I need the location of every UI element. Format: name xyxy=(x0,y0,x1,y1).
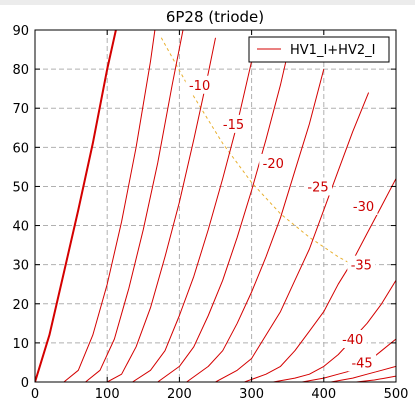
x-tick-label: 100 xyxy=(95,387,120,402)
curve-grid-0 xyxy=(35,30,117,382)
curve-label: -30 xyxy=(353,200,374,215)
curve-label: -25 xyxy=(307,180,328,195)
curve-label-bg xyxy=(185,75,214,94)
curve-grid-minus-35 xyxy=(215,92,370,382)
y-tick-label: 70 xyxy=(12,102,29,117)
y-tick-label: 40 xyxy=(12,220,29,235)
curve-label: -15 xyxy=(223,118,244,133)
curve-label: -45 xyxy=(351,356,372,371)
plot-area: -10 -15 -20 -25 -30 -35 -40 -45 xyxy=(35,30,396,382)
curve-grid-minus-20 xyxy=(132,37,256,382)
legend-label: HV1_I+HV2_I xyxy=(290,43,375,58)
x-tick-label: 400 xyxy=(311,387,336,402)
chart-title: 6P28 (triode) xyxy=(166,8,264,26)
curve-label-bg xyxy=(259,153,288,172)
plot-curves xyxy=(35,30,396,382)
y-tick-label: 30 xyxy=(12,259,29,274)
y-tick-label: 50 xyxy=(12,180,29,195)
y-tick-label: 20 xyxy=(12,298,29,313)
curve-grid-minus-55 xyxy=(330,365,396,382)
x-axis: 0 100 200 300 400 500 xyxy=(31,30,409,402)
window-top-strip xyxy=(0,0,415,5)
curve-label-bg xyxy=(347,255,376,274)
legend: HV1_I+HV2_I xyxy=(248,36,390,63)
curve-grid-minus-15 xyxy=(106,37,216,382)
curve-label-bg xyxy=(219,114,248,133)
curve-label: -40 xyxy=(342,333,363,348)
axes-frame xyxy=(34,29,397,383)
load-line xyxy=(160,37,368,273)
curve-grid-minus-40 xyxy=(244,178,396,382)
y-tick-label: 10 xyxy=(12,337,29,352)
grid-lines xyxy=(35,30,396,382)
curve-grid-minus-30 xyxy=(186,68,325,382)
curve-label-bg xyxy=(304,177,333,196)
y-tick-label: 90 xyxy=(12,24,29,39)
y-tick-label: 60 xyxy=(12,141,29,156)
curve-grid-minus-5 xyxy=(63,30,156,382)
curve-label-bg xyxy=(338,329,367,348)
curve-grid-minus-25 xyxy=(157,37,292,382)
y-tick-label: 80 xyxy=(12,63,29,78)
x-tick-label: 200 xyxy=(167,387,192,402)
curve-label-bg xyxy=(349,197,378,215)
curve-label: -10 xyxy=(189,79,210,94)
x-tick-label: 0 xyxy=(31,387,39,402)
curve-label: -20 xyxy=(263,157,284,172)
curve-label-bg xyxy=(348,353,377,372)
curve-grid-minus-10 xyxy=(85,30,184,382)
y-axis: 0 10 20 30 40 50 60 70 80 90 xyxy=(12,24,396,391)
curve-grid-minus-45 xyxy=(273,280,396,382)
curve-grid-minus-60 xyxy=(356,375,396,382)
x-tick-label: 300 xyxy=(239,387,264,402)
x-tick-label: 500 xyxy=(384,387,409,402)
curve-label: -35 xyxy=(351,259,372,274)
y-tick-label: 0 xyxy=(21,376,29,391)
